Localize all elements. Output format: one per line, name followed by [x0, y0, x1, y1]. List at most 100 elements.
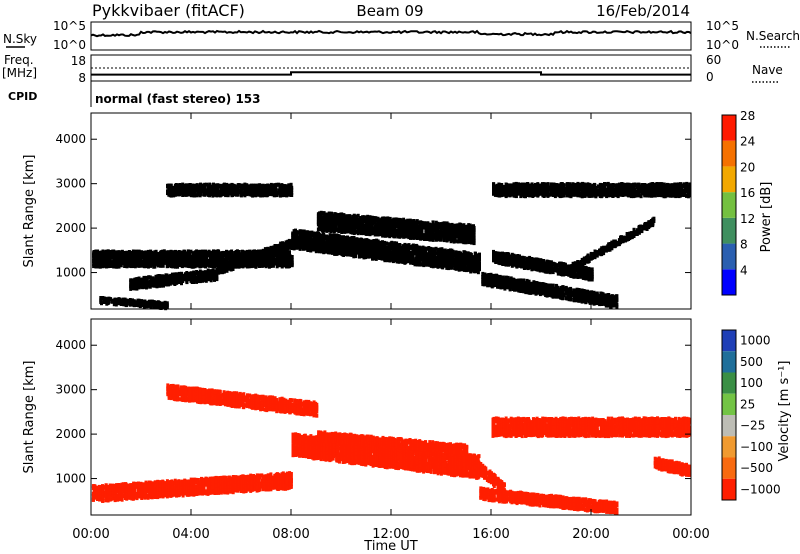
heatmap-cell — [374, 256, 378, 261]
heatmap-cell — [308, 245, 312, 250]
heatmap-cell — [338, 216, 341, 221]
heatmap-cell — [213, 277, 216, 282]
heatmap-cell — [114, 302, 118, 307]
heatmap-cell — [362, 215, 366, 220]
heatmap-cell — [399, 246, 403, 251]
heatmap-cell — [388, 223, 392, 228]
heatmap-cell — [152, 283, 156, 288]
noise-left-tick-low: 10^0 — [53, 38, 86, 52]
heatmap-cell — [376, 216, 380, 221]
heatmap-cell — [295, 233, 299, 238]
heatmap-cell — [431, 264, 435, 269]
heatmap-cell — [303, 240, 307, 245]
heatmap-cell — [333, 251, 337, 256]
heatmap-cell — [433, 253, 437, 258]
heatmap-cell — [100, 301, 103, 306]
heatmap-cell — [225, 268, 229, 273]
heatmap-cell — [434, 246, 438, 251]
heatmap-cell — [450, 265, 454, 270]
noise-left-tick-high: 10^5 — [53, 19, 86, 33]
heatmap-cell — [371, 216, 375, 220]
heatmap-cell — [438, 258, 442, 263]
heatmap-cell — [132, 303, 136, 308]
heatmap-cell — [366, 229, 370, 233]
heatmap-cell — [395, 243, 399, 248]
heatmap-cell — [419, 251, 423, 256]
heatmap-cell — [175, 272, 179, 277]
heatmap-cell — [470, 256, 474, 261]
heatmap-cell — [360, 240, 364, 245]
heatmap-cell — [310, 244, 314, 249]
heatmap-cell — [351, 226, 355, 231]
heatmap-cell — [295, 241, 299, 246]
heatmap-cell — [351, 222, 355, 227]
heatmap-cell — [407, 251, 411, 256]
heatmap-cell — [399, 233, 403, 238]
heatmap-cell — [465, 261, 468, 266]
heatmap-cell — [419, 262, 423, 267]
heatmap-cell — [175, 275, 179, 280]
heatmap-cell — [189, 249, 193, 254]
heatmap-cell — [394, 224, 398, 229]
heatmap-cell — [149, 305, 153, 310]
heatmap-cell — [364, 255, 367, 260]
heatmap-cell — [346, 243, 349, 248]
heatmap-cell — [322, 245, 326, 250]
heatmap-cell — [434, 251, 438, 256]
heatmap-cell — [343, 246, 347, 251]
freq-left-tick-low: 8 — [78, 71, 86, 85]
heatmap-cell — [357, 228, 360, 233]
heatmap-cell — [322, 234, 326, 239]
heatmap-cell — [231, 267, 235, 271]
heatmap-cell — [180, 271, 183, 276]
heatmap-cell — [223, 269, 226, 274]
heatmap-cell — [167, 277, 171, 282]
heatmap-cell — [364, 245, 367, 250]
heatmap-cell — [343, 229, 347, 234]
heatmap-cell — [383, 241, 387, 246]
heatmap-cell — [386, 220, 390, 225]
heatmap-cell — [401, 244, 405, 249]
heatmap-cell — [465, 251, 468, 256]
heatmap-cell — [429, 250, 433, 255]
heatmap-cell — [320, 228, 324, 233]
heatmap-cell — [381, 240, 384, 245]
heatmap-cell — [394, 231, 398, 235]
heatmap-cell — [343, 236, 347, 241]
heatmap-cell — [177, 271, 181, 276]
heatmap-cell — [175, 280, 179, 285]
heatmap-cell — [401, 251, 405, 256]
heatmap-cell — [310, 230, 314, 235]
heatmap-cell — [165, 278, 169, 283]
heatmap-cell — [425, 246, 429, 251]
heatmap-cell — [460, 255, 464, 260]
heatmap-cell — [352, 236, 356, 240]
heatmap-cell — [320, 215, 324, 220]
heatmap-cell — [175, 278, 179, 282]
heatmap-cell — [331, 243, 334, 248]
heatmap-cell — [331, 240, 334, 245]
heatmap-cell — [130, 282, 134, 287]
heatmap-cell — [207, 270, 211, 275]
heatmap-cell — [394, 217, 398, 222]
heatmap-cell — [386, 218, 390, 223]
heatmap-cell — [144, 275, 148, 280]
heatmap-cell — [204, 270, 208, 275]
heatmap-cell — [615, 302, 619, 307]
heatmap-cell — [348, 214, 352, 219]
heatmap-cell — [384, 221, 388, 226]
heatmap-cell — [295, 230, 299, 235]
heatmap-cell — [287, 238, 291, 243]
heatmap-cell — [359, 254, 363, 259]
heatmap-cell — [407, 249, 411, 254]
heatmap-cell — [103, 296, 107, 301]
heatmap-cell — [122, 297, 125, 302]
noise-right-tick-high: 10^5 — [706, 19, 739, 33]
heatmap-cell — [569, 297, 573, 302]
heatmap-cell — [147, 275, 151, 280]
heatmap-cell — [323, 214, 327, 219]
heatmap-cell — [204, 274, 208, 279]
heatmap-cell — [383, 248, 387, 253]
heatmap-cell — [351, 220, 355, 225]
heatmap-cell — [399, 226, 403, 231]
